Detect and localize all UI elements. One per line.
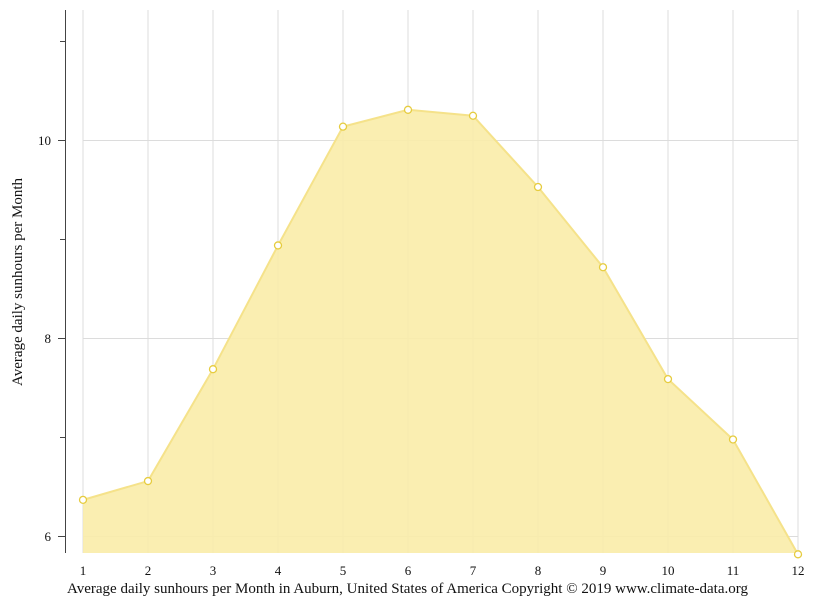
data-point [78, 495, 88, 505]
data-point [793, 550, 803, 559]
data-point [208, 365, 218, 374]
x-tick-label: 1 [80, 563, 87, 578]
data-point [338, 122, 348, 131]
x-tick-label: 7 [470, 563, 477, 578]
x-tick-label: 2 [145, 563, 152, 578]
y-axis-title: Average daily sunhours per Month [10, 178, 26, 387]
data-point [403, 105, 413, 114]
x-tick-label: 5 [340, 563, 347, 578]
y-tick-label: 10 [38, 133, 51, 148]
chart-caption: Average daily sunhours per Month in Aubu… [67, 581, 748, 597]
data-point [663, 374, 673, 384]
x-tick-label: 6 [405, 563, 412, 578]
x-tick-label: 3 [210, 563, 217, 578]
data-point [533, 182, 543, 192]
x-tick-label: 12 [792, 563, 805, 578]
x-tick-label: 8 [535, 563, 542, 578]
data-points [78, 105, 803, 559]
data-point [728, 435, 738, 444]
x-tick-label: 4 [275, 563, 282, 578]
data-point [468, 111, 478, 120]
x-tick-label: 9 [600, 563, 607, 578]
x-tick-label: 11 [727, 563, 740, 578]
y-axis-ticks: 6 8 10 [38, 41, 66, 544]
area-series [83, 109, 798, 555]
data-point [598, 263, 608, 272]
data-point [273, 241, 283, 250]
x-axis-ticks: 1 2 3 4 5 6 7 8 9 10 11 12 [80, 563, 805, 578]
x-tick-label: 10 [662, 563, 675, 578]
series-line [82, 108, 799, 555]
y-tick-label: 8 [45, 331, 52, 346]
data-point [143, 476, 153, 486]
y-tick-label: 6 [45, 529, 52, 544]
